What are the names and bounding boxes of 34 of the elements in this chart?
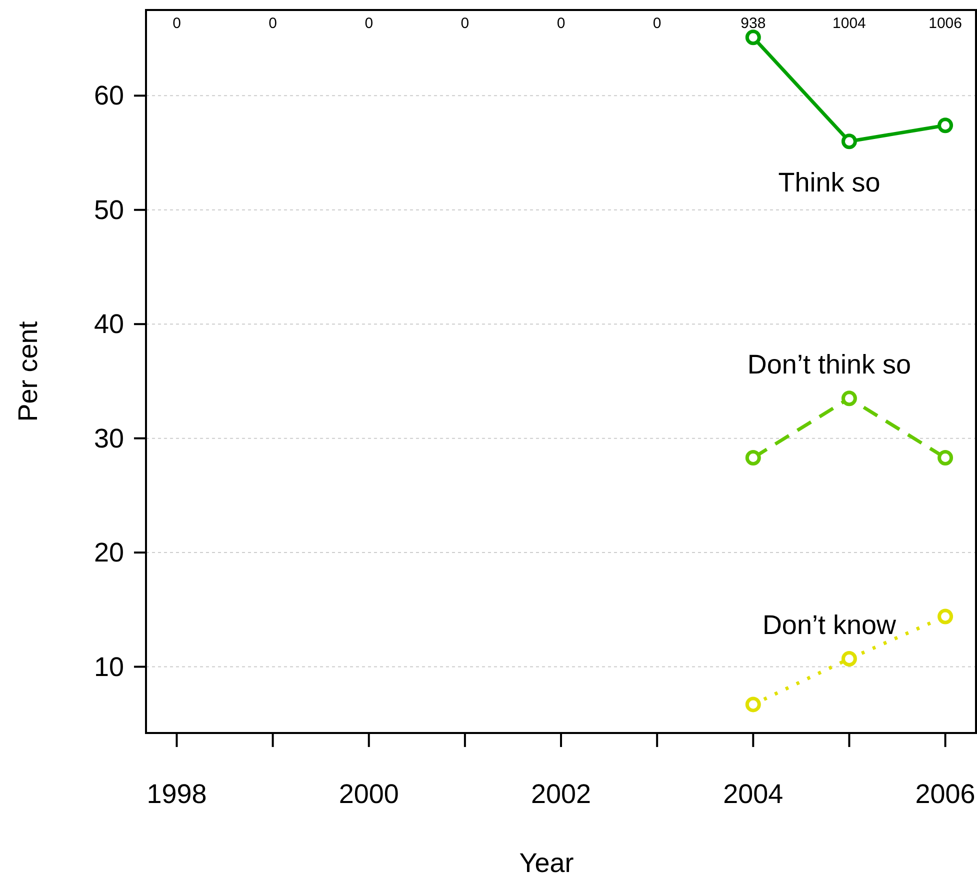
annotation: 1006 xyxy=(928,15,962,32)
point xyxy=(745,30,761,46)
x-tick-label: 1998 xyxy=(146,779,207,809)
annotation: 1004 xyxy=(832,15,866,32)
x-tick-label: 2004 xyxy=(723,779,784,809)
x-tick-label: 2000 xyxy=(338,779,399,809)
y-tick-label: 20 xyxy=(94,538,124,568)
point xyxy=(745,696,761,712)
point xyxy=(938,608,954,624)
y-tick-label: 50 xyxy=(94,194,124,225)
annotation: 938 xyxy=(740,15,766,32)
point xyxy=(841,390,857,406)
x-axis-title: Year xyxy=(519,848,574,878)
point xyxy=(938,118,954,134)
point xyxy=(841,651,857,667)
annotation: 0 xyxy=(556,15,566,32)
point xyxy=(938,450,954,466)
series-label: Don’t know xyxy=(762,610,897,640)
point xyxy=(745,450,761,466)
series-label: Don’t think so xyxy=(747,349,912,380)
annotation: 0 xyxy=(268,15,277,32)
annotation: 0 xyxy=(652,15,662,32)
y-axis-title: Per cent xyxy=(13,320,43,422)
annotation: 0 xyxy=(460,15,470,32)
y-tick-label: 60 xyxy=(94,80,124,111)
x-tick-label: 2002 xyxy=(530,779,592,809)
annotation: 0 xyxy=(364,15,374,32)
x-tick-label: 2006 xyxy=(915,779,976,809)
y-tick-label: 30 xyxy=(94,423,124,454)
point xyxy=(841,134,857,150)
annotation: 0 xyxy=(172,15,181,32)
series-label: Think so xyxy=(778,167,880,198)
y-tick-label: 10 xyxy=(94,652,124,682)
y-tick-label: 40 xyxy=(94,309,124,340)
